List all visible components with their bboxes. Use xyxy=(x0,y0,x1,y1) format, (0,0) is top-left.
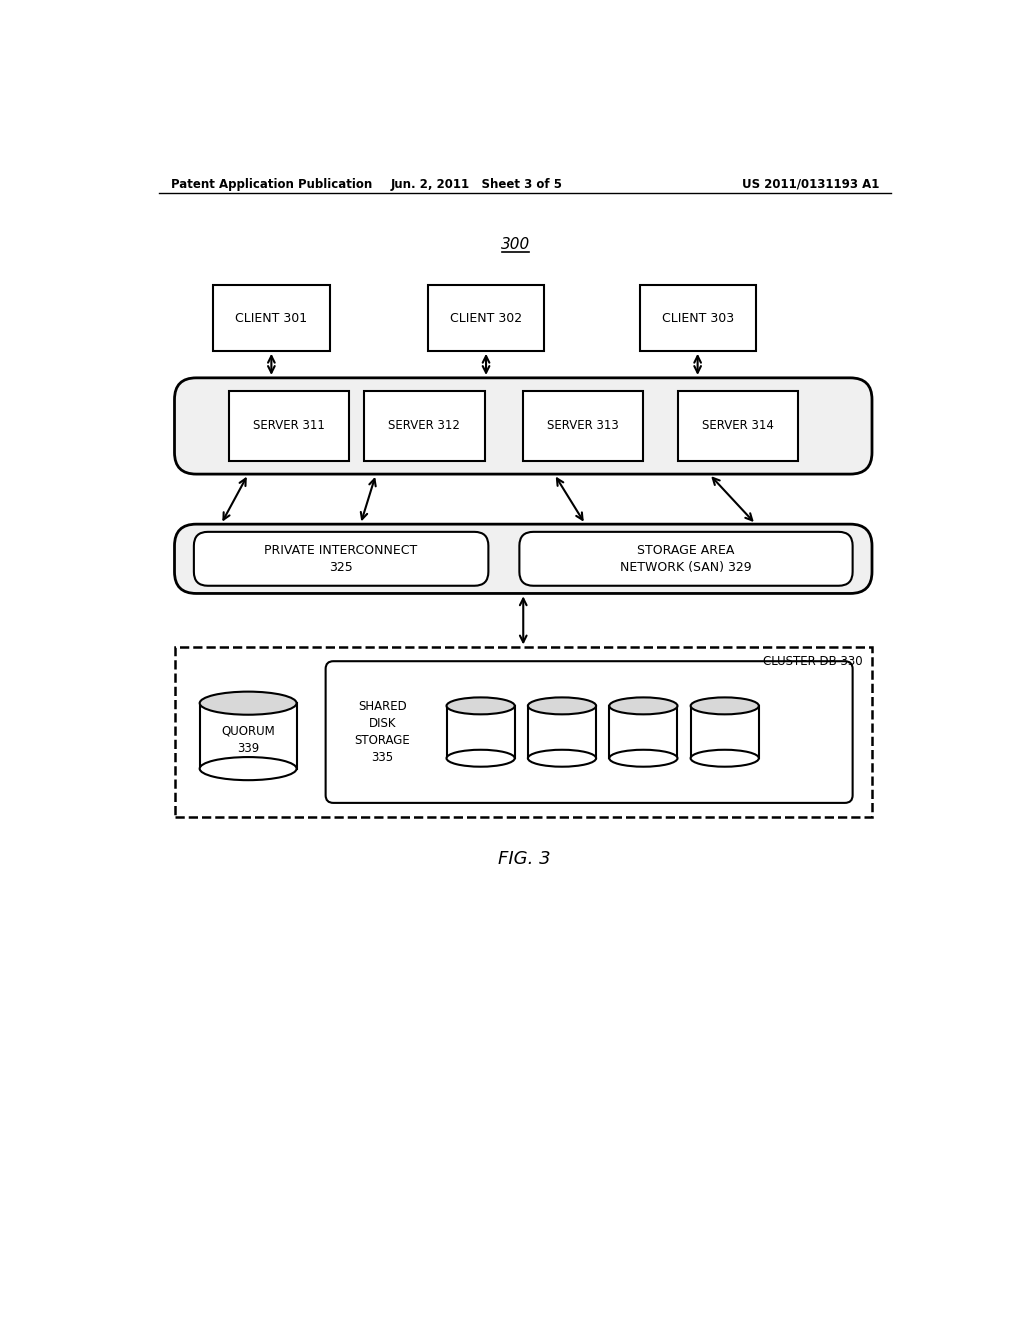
FancyBboxPatch shape xyxy=(519,532,853,586)
Ellipse shape xyxy=(446,697,515,714)
Ellipse shape xyxy=(200,692,297,714)
Bar xyxy=(523,391,643,461)
Ellipse shape xyxy=(200,758,297,780)
Bar xyxy=(678,391,799,461)
Text: FIG. 3: FIG. 3 xyxy=(499,850,551,869)
Text: QUORUM
339: QUORUM 339 xyxy=(221,725,275,755)
Text: SERVER 313: SERVER 313 xyxy=(548,420,620,433)
Ellipse shape xyxy=(690,750,759,767)
Text: STORAGE AREA
NETWORK (SAN) 329: STORAGE AREA NETWORK (SAN) 329 xyxy=(621,544,752,574)
Bar xyxy=(690,706,759,758)
Ellipse shape xyxy=(690,697,759,714)
Bar xyxy=(609,706,678,758)
Text: CLIENT 302: CLIENT 302 xyxy=(450,312,522,325)
Bar xyxy=(528,706,596,758)
Text: SHARED
DISK
STORAGE
335: SHARED DISK STORAGE 335 xyxy=(354,700,410,764)
Text: SERVER 311: SERVER 311 xyxy=(253,420,325,433)
Text: PRIVATE INTERCONNECT
325: PRIVATE INTERCONNECT 325 xyxy=(264,544,418,574)
FancyBboxPatch shape xyxy=(174,524,872,594)
Ellipse shape xyxy=(609,697,678,714)
FancyBboxPatch shape xyxy=(194,532,488,586)
Bar xyxy=(365,391,484,461)
Text: SERVER 312: SERVER 312 xyxy=(388,420,461,433)
Text: CLIENT 303: CLIENT 303 xyxy=(662,312,733,325)
Bar xyxy=(174,647,872,817)
Text: Jun. 2, 2011   Sheet 3 of 5: Jun. 2, 2011 Sheet 3 of 5 xyxy=(391,178,563,190)
Bar xyxy=(213,285,330,351)
FancyBboxPatch shape xyxy=(174,378,872,474)
Text: US 2011/0131193 A1: US 2011/0131193 A1 xyxy=(742,178,880,190)
Text: Patent Application Publication: Patent Application Publication xyxy=(171,178,372,190)
Ellipse shape xyxy=(528,750,596,767)
Text: SERVER 314: SERVER 314 xyxy=(702,420,774,433)
Bar xyxy=(446,706,515,758)
Bar xyxy=(228,391,349,461)
Text: CLUSTER DB 330: CLUSTER DB 330 xyxy=(763,655,862,668)
Ellipse shape xyxy=(528,697,596,714)
Text: CLIENT 301: CLIENT 301 xyxy=(236,312,307,325)
Bar xyxy=(428,285,544,351)
Bar xyxy=(640,285,756,351)
Ellipse shape xyxy=(609,750,678,767)
FancyBboxPatch shape xyxy=(326,661,853,803)
Text: 300: 300 xyxy=(501,238,530,252)
Ellipse shape xyxy=(446,750,515,767)
Bar xyxy=(200,704,297,768)
